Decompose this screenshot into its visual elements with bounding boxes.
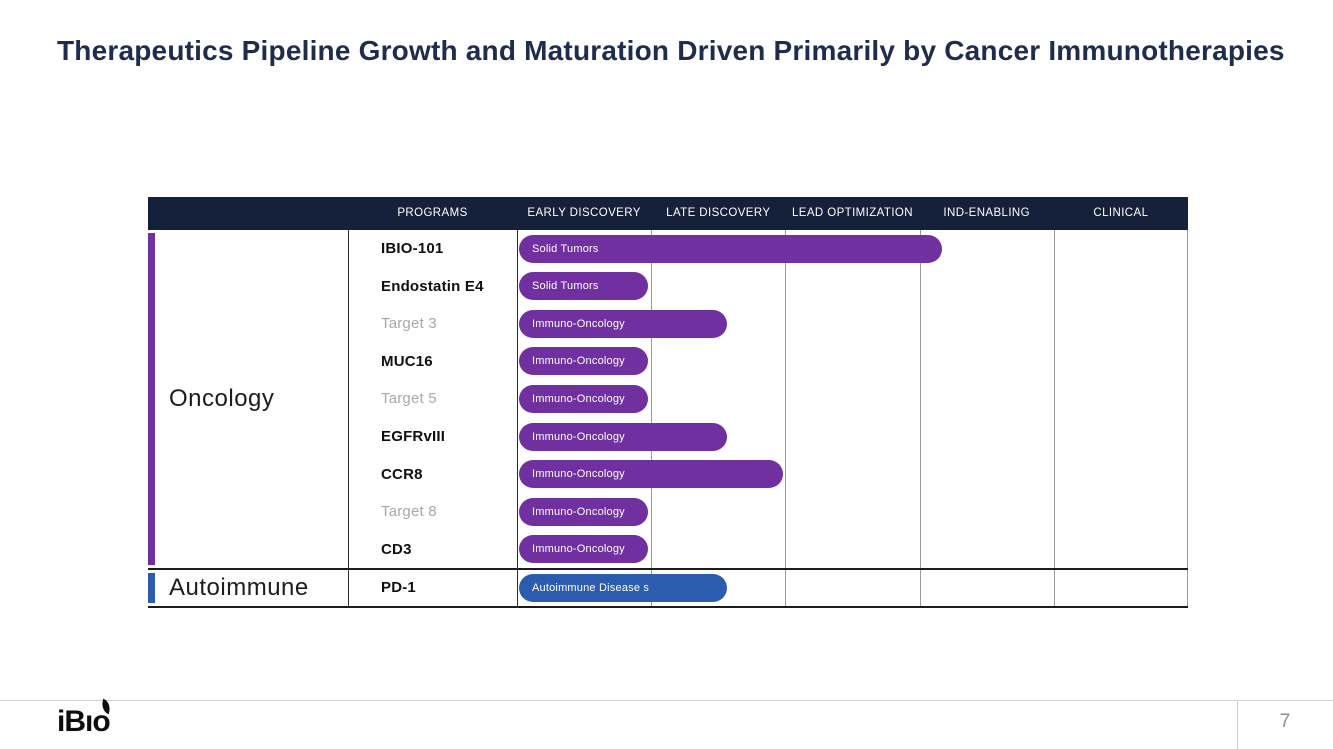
program-progress-bar: Immuno-Oncology bbox=[519, 460, 784, 489]
ibio-logo: iBıo bbox=[57, 698, 113, 738]
header-cell-early-discovery: EARLY DISCOVERY bbox=[527, 207, 641, 220]
program-name: IBIO-101 bbox=[381, 240, 444, 258]
program-name: PD-1 bbox=[381, 579, 416, 597]
indication-label: Solid Tumors bbox=[532, 280, 599, 293]
pipeline-chart: PROGRAMS EARLY DISCOVERY LATE DISCOVERY … bbox=[148, 197, 1188, 608]
indication-label: Autoimmune Disease s bbox=[532, 581, 650, 594]
program-name: CCR8 bbox=[381, 465, 423, 483]
pipeline-row: Target 3 Immuno-Oncology bbox=[148, 305, 1188, 343]
header-cell-late-discovery: LATE DISCOVERY bbox=[666, 207, 771, 220]
header-cell-programs: PROGRAMS bbox=[397, 207, 468, 220]
pipeline-row: EGFRvIII Immuno-Oncology bbox=[148, 418, 1188, 456]
program-name: CD3 bbox=[381, 540, 412, 558]
pipeline-row: CD3 Immuno-Oncology bbox=[148, 530, 1188, 568]
program-progress-bar: Solid Tumors bbox=[519, 234, 942, 263]
indication-label: Immuno-Oncology bbox=[532, 430, 625, 443]
program-name: Endostatin E4 bbox=[381, 277, 484, 295]
group-accent-bar-autoimmune bbox=[148, 572, 155, 603]
indication-label: Immuno-Oncology bbox=[532, 355, 625, 368]
stage-track: Immuno-Oncology bbox=[517, 530, 1188, 568]
group-label-oncology: Oncology bbox=[169, 384, 275, 412]
stage-track: Autoimmune Disease s bbox=[517, 570, 1188, 606]
gridline-clinical bbox=[1054, 230, 1055, 606]
pipeline-row: IBIO-101 Solid Tumors bbox=[148, 230, 1188, 268]
pipeline-row: PD-1 Autoimmune Disease s bbox=[148, 570, 1188, 606]
stage-track: Solid Tumors bbox=[517, 268, 1188, 306]
gridline-late-discovery bbox=[651, 230, 652, 606]
indication-label: Immuno-Oncology bbox=[532, 505, 625, 518]
header-cell-group-spacer bbox=[148, 197, 348, 230]
page-number: 7 bbox=[1279, 711, 1291, 732]
program-progress-bar: Immuno-Oncology bbox=[519, 535, 648, 564]
indication-label: Immuno-Oncology bbox=[532, 317, 625, 330]
group-label-autoimmune: Autoimmune bbox=[169, 573, 309, 601]
program-name: Target 8 bbox=[381, 503, 437, 521]
indication-label: Immuno-Oncology bbox=[532, 543, 625, 556]
slide-title: Therapeutics Pipeline Growth and Maturat… bbox=[57, 35, 1285, 66]
gridline-programs-left bbox=[348, 230, 349, 606]
stage-track: Immuno-Oncology bbox=[517, 455, 1188, 493]
program-name: EGFRvIII bbox=[381, 428, 446, 445]
indication-label: Solid Tumors bbox=[532, 242, 599, 255]
indication-label: Immuno-Oncology bbox=[532, 392, 625, 405]
ibio-logo-text: iBıo bbox=[57, 705, 111, 738]
stage-track: Immuno-Oncology bbox=[517, 380, 1188, 418]
program-progress-bar: Immuno-Oncology bbox=[519, 384, 648, 413]
stage-track: Solid Tumors bbox=[517, 230, 1188, 268]
gridline-lead-optimization bbox=[785, 230, 786, 606]
program-progress-bar: Immuno-Oncology bbox=[519, 422, 727, 451]
pipeline-group-autoimmune: Autoimmune PD-1 Autoimmune Disease s bbox=[148, 567, 1188, 606]
pipeline-row: Target 5 Immuno-Oncology bbox=[148, 380, 1188, 418]
pipeline-body: Oncology IBIO-101 Solid Tumors Endostatin E… bbox=[148, 230, 1188, 608]
header-cell-ind-enabling: IND-ENABLING bbox=[943, 207, 1030, 220]
pipeline-row: Endostatin E4 Solid Tumors bbox=[148, 268, 1188, 306]
program-name: Target 3 bbox=[381, 315, 437, 333]
header-cell-lead-optimization: LEAD OPTIMIZATION bbox=[792, 207, 913, 220]
pipeline-row: Target 8 Immuno-Oncology bbox=[148, 493, 1188, 531]
indication-label: Immuno-Oncology bbox=[532, 468, 625, 481]
pipeline-header-row: PROGRAMS EARLY DISCOVERY LATE DISCOVERY … bbox=[148, 197, 1188, 230]
stage-track: Immuno-Oncology bbox=[517, 418, 1188, 456]
group-accent-bar-oncology bbox=[148, 233, 155, 565]
stage-track: Immuno-Oncology bbox=[517, 493, 1188, 531]
pipeline-row: MUC16 Immuno-Oncology bbox=[148, 343, 1188, 381]
stage-track: Immuno-Oncology bbox=[517, 305, 1188, 343]
gridline-stages-start bbox=[517, 230, 518, 606]
program-name: MUC16 bbox=[381, 352, 433, 370]
program-progress-bar: Immuno-Oncology bbox=[519, 497, 648, 526]
pipeline-group-oncology: Oncology IBIO-101 Solid Tumors Endostatin E… bbox=[148, 230, 1188, 568]
footer-vertical-line bbox=[1237, 700, 1238, 749]
footer-divider-line bbox=[0, 700, 1333, 701]
stage-track: Immuno-Oncology bbox=[517, 343, 1188, 381]
program-progress-bar: Solid Tumors bbox=[519, 272, 648, 301]
gridline-ind-enabling bbox=[920, 230, 921, 606]
program-name: Target 5 bbox=[381, 390, 437, 408]
program-progress-bar: Immuno-Oncology bbox=[519, 347, 648, 376]
program-progress-bar: Autoimmune Disease s bbox=[519, 573, 727, 602]
gridline-right-edge bbox=[1187, 230, 1188, 606]
header-cell-clinical: CLINICAL bbox=[1093, 207, 1149, 220]
program-progress-bar: Immuno-Oncology bbox=[519, 309, 727, 338]
pipeline-row: CCR8 Immuno-Oncology bbox=[148, 455, 1188, 493]
